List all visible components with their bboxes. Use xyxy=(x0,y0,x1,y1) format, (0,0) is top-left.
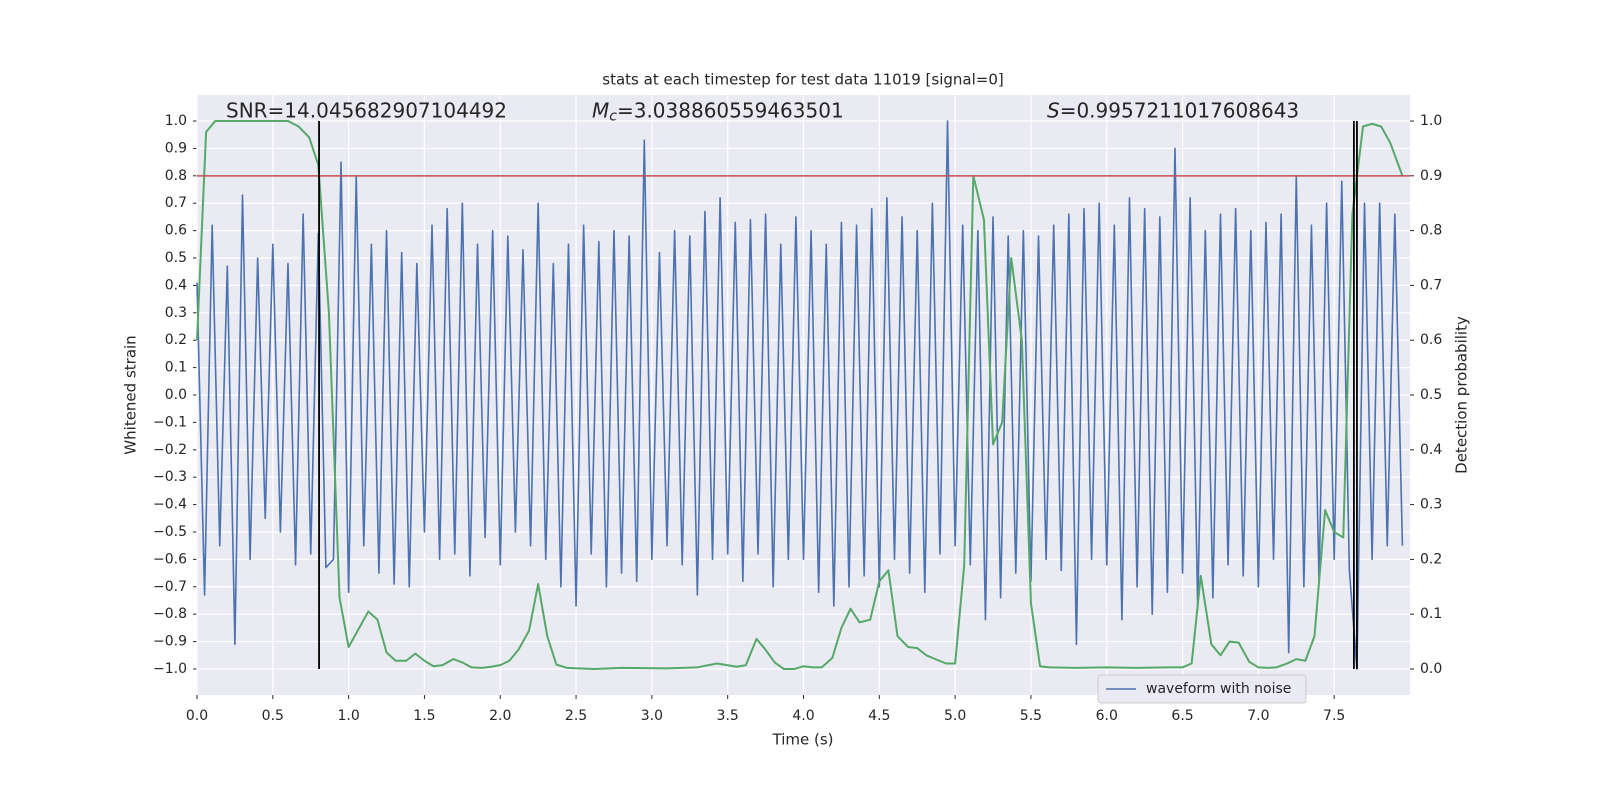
x-tick-label: 5.0 xyxy=(944,708,966,724)
y-tick-label: −0.7 xyxy=(153,579,187,595)
y-tick-label: 0.7 xyxy=(165,195,187,211)
x-tick-label: 3.5 xyxy=(717,708,739,724)
y-tick-label: −1.0 xyxy=(153,661,187,677)
annotation-symbol: M xyxy=(592,98,609,122)
y2-axis-label: Detection probability xyxy=(1453,316,1471,474)
y-tick-label: −0.2 xyxy=(153,442,187,458)
y-tick-label: 1.0 xyxy=(165,113,187,129)
chart-title: stats at each timestep for test data 110… xyxy=(602,71,1003,89)
x-tick-label: 6.0 xyxy=(1096,708,1118,724)
x-tick-label: 0.5 xyxy=(262,708,284,724)
series-line xyxy=(196,120,1404,670)
x-tick-label: 4.0 xyxy=(792,708,814,724)
annotation-symbol: S xyxy=(1047,98,1060,122)
y2-tick-label: 0.7 xyxy=(1420,277,1442,293)
x-tick-label: 1.0 xyxy=(337,708,359,724)
annotation: S=0.9957211017608643 xyxy=(1047,98,1299,122)
y-tick-label: 0.6 xyxy=(165,223,187,239)
annotation-text: =3.038860559463501 xyxy=(617,98,844,122)
y-tick-label: 0.8 xyxy=(165,168,187,184)
y2-tick-label: 0.3 xyxy=(1420,497,1442,513)
y-tick-label: 0.0 xyxy=(165,387,187,403)
x-axis-label: Time (s) xyxy=(772,731,834,749)
y-tick-label: 0.9 xyxy=(165,140,187,156)
y2-tick-label: 0.6 xyxy=(1420,332,1442,348)
y2-tick-label: 0.5 xyxy=(1420,387,1442,403)
x-tick-label: 5.5 xyxy=(1020,708,1042,724)
x-tick-label: 4.5 xyxy=(868,708,890,724)
y-tick-label: −0.4 xyxy=(153,497,187,513)
y-tick-label: −0.3 xyxy=(153,469,187,485)
legend-label: waveform with noise xyxy=(1146,681,1291,697)
y2-tick-label: 0.9 xyxy=(1420,168,1442,184)
annotation-text: =0.9957211017608643 xyxy=(1060,98,1299,122)
y-tick-label: 0.2 xyxy=(165,332,187,348)
y-tick-label: −0.5 xyxy=(153,524,187,540)
y2-tick-label: 0.4 xyxy=(1420,442,1442,458)
y-tick-label: 0.1 xyxy=(165,360,187,376)
y-axis-label: Whitened strain xyxy=(122,335,140,454)
y-tick-label: 0.4 xyxy=(165,277,187,293)
annotation-text: SNR=14.045682907104492 xyxy=(226,98,507,122)
annotation: Mc=3.038860559463501 xyxy=(592,98,844,125)
y-tick-label: −0.9 xyxy=(153,634,187,650)
legend-box xyxy=(1097,674,1307,704)
series-line xyxy=(196,120,1404,670)
x-tick-label: 2.0 xyxy=(489,708,511,724)
annotation: SNR=14.045682907104492 xyxy=(226,98,507,122)
x-tick-label: 0.0 xyxy=(186,708,208,724)
y-tick-label: −0.1 xyxy=(153,414,187,430)
y-tick-label: −0.8 xyxy=(153,606,187,622)
x-tick-label: 1.5 xyxy=(413,708,435,724)
x-tick-label: 3.0 xyxy=(641,708,663,724)
x-tick-label: 6.5 xyxy=(1171,708,1193,724)
x-tick-label: 7.5 xyxy=(1323,708,1345,724)
annotation-subscript: c xyxy=(609,108,617,124)
x-tick-label: 7.0 xyxy=(1247,708,1269,724)
y2-tick-label: 0.0 xyxy=(1420,661,1442,677)
y-tick-label: −0.6 xyxy=(153,551,187,567)
y2-tick-label: 0.1 xyxy=(1420,606,1442,622)
y2-tick-label: 1.0 xyxy=(1420,113,1442,129)
y2-tick-label: 0.2 xyxy=(1420,551,1442,567)
y-tick-label: 0.5 xyxy=(165,250,187,266)
y-tick-label: 0.3 xyxy=(165,305,187,321)
y2-tick-label: 0.8 xyxy=(1420,223,1442,239)
x-tick-label: 2.5 xyxy=(565,708,587,724)
